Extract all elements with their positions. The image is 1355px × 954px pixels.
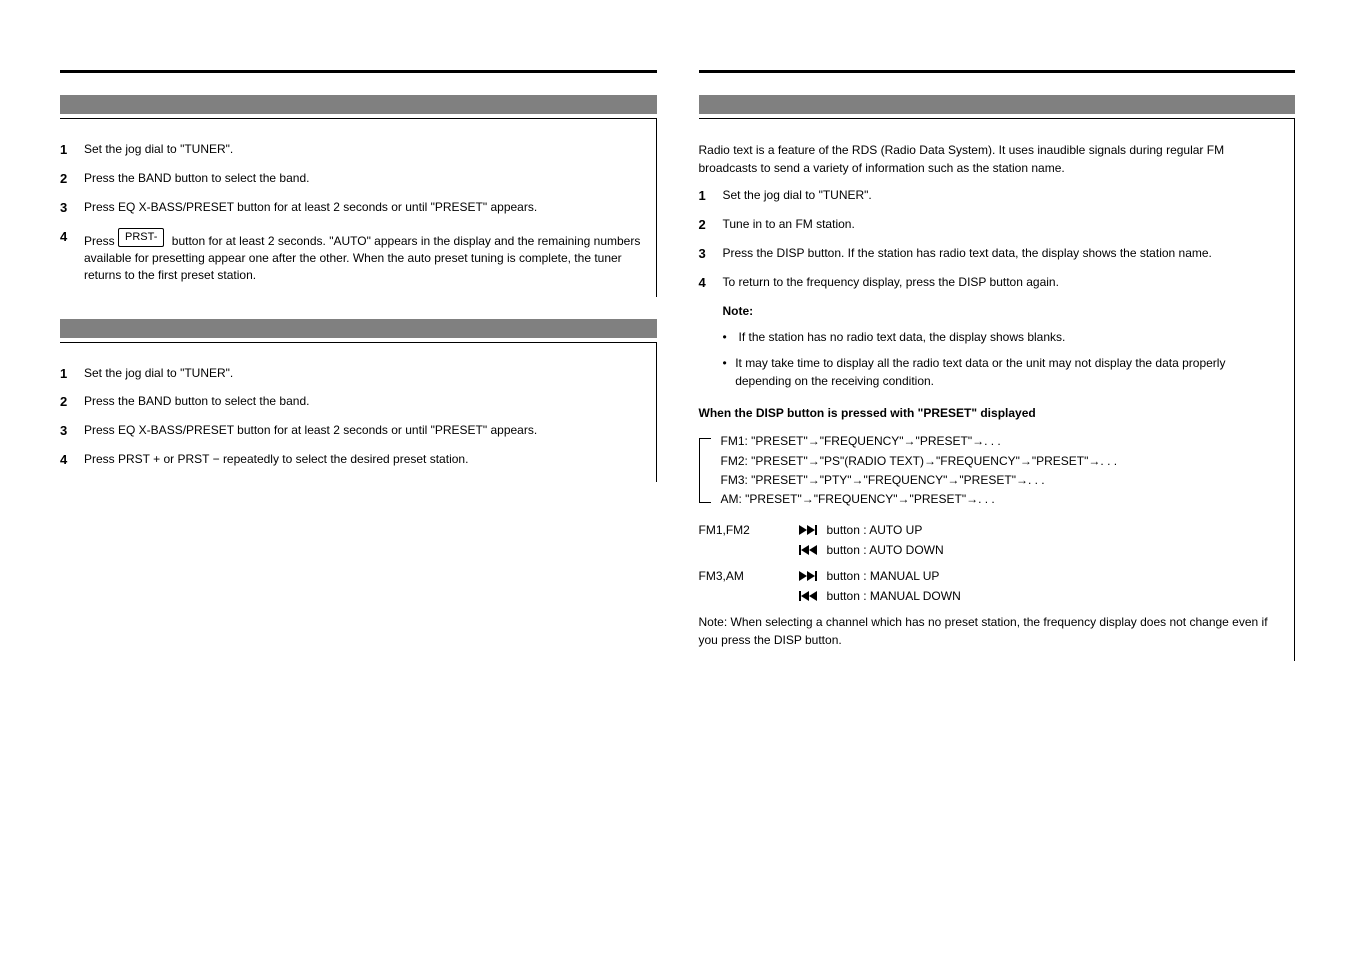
left-s1-step2: 2 Press the BAND button to select the ba… — [60, 170, 646, 189]
step-text: Set the jog dial to "TUNER". — [723, 187, 1285, 204]
note-bullet2: • It may take time to display all the ra… — [699, 354, 1285, 390]
bracket-row-fm1: FM1: "PRESET"→"FREQUENCY"→"PRESET"→. . . — [721, 432, 1285, 451]
text-after: button for at least 2 seconds. "AUTO" ap… — [84, 233, 640, 282]
left-s2-step1: 1 Set the jog dial to "TUNER". — [60, 365, 646, 384]
step-num: 3 — [699, 245, 723, 264]
step-text: Press PRST + or PRST − repeatedly to sel… — [84, 451, 646, 468]
step-text: Press the DISP button. If the station ha… — [723, 245, 1285, 262]
step-text: Press PRST- button for at least 2 second… — [84, 228, 646, 285]
intro-text: Radio text is a feature of the RDS (Radi… — [699, 141, 1285, 177]
right-step2: 2 Tune in to an FM station. — [699, 216, 1285, 235]
left-section1-content: 1 Set the jog dial to "TUNER". 2 Press t… — [60, 119, 657, 297]
skip-forward-icon — [799, 525, 827, 535]
left-s2-step2: 2 Press the BAND button to select the ba… — [60, 393, 646, 412]
skip-back-icon — [799, 545, 827, 555]
skip-text3: button : MANUAL UP — [827, 567, 940, 585]
left-section2-bar — [60, 319, 657, 338]
note-box-text: When selecting a channel which has no pr… — [699, 615, 1268, 647]
step-num: 3 — [60, 422, 84, 441]
step-num: 2 — [60, 170, 84, 189]
step-text: Press EQ X-BASS/PRESET button for at lea… — [84, 422, 646, 439]
note-text2: It may take time to display all the radi… — [735, 354, 1284, 390]
left-section2-content: 1 Set the jog dial to "TUNER". 2 Press t… — [60, 343, 657, 482]
top-rule-right — [699, 70, 1296, 73]
left-column: 1 Set the jog dial to "TUNER". 2 Press t… — [60, 70, 657, 661]
right-section-content: Radio text is a feature of the RDS (Radi… — [699, 119, 1296, 661]
skip-row4: button : MANUAL DOWN — [699, 587, 1285, 605]
skip-back-icon — [799, 591, 827, 601]
right-step1: 1 Set the jog dial to "TUNER". — [699, 187, 1285, 206]
left-s2-step3: 3 Press EQ X-BASS/PRESET button for at l… — [60, 422, 646, 441]
skip-lead1: FM1,FM2 — [699, 521, 799, 539]
left-s2-step4: 4 Press PRST + or PRST − repeatedly to s… — [60, 451, 646, 470]
bracket-title: When the DISP button is pressed with "PR… — [699, 404, 1285, 422]
step-num: 3 — [60, 199, 84, 218]
bracket-row-am: AM: "PRESET"→"FREQUENCY"→"PRESET"→. . . — [721, 490, 1285, 509]
note-label: Note: — [699, 302, 1285, 320]
left-s1-step1: 1 Set the jog dial to "TUNER". — [60, 141, 646, 160]
step-num: 2 — [60, 393, 84, 412]
top-rule-left — [60, 70, 657, 73]
note-box-label: Note: — [699, 615, 728, 629]
skip-text1: button : AUTO UP — [827, 521, 923, 539]
step-num: 1 — [60, 365, 84, 384]
skip-row3: FM3,AM button : MANUAL UP — [699, 567, 1285, 585]
step-num: 4 — [60, 451, 84, 470]
skip-text2: button : AUTO DOWN — [827, 541, 944, 559]
right-step3: 3 Press the DISP button. If the station … — [699, 245, 1285, 264]
right-step4: 4 To return to the frequency display, pr… — [699, 274, 1285, 293]
step-num: 1 — [699, 187, 723, 206]
note-word: Note: — [723, 304, 754, 318]
note-box: Note: When selecting a channel which has… — [699, 613, 1285, 649]
prst-box: PRST- — [118, 228, 164, 248]
step-num: 1 — [60, 141, 84, 160]
left-s1-step4: 4 Press PRST- button for at least 2 seco… — [60, 228, 646, 285]
bullet-dot: • — [723, 328, 739, 346]
text-before: Press — [84, 233, 115, 247]
note-bullet1: • If the station has no radio text data,… — [699, 328, 1285, 346]
step-text: To return to the frequency display, pres… — [723, 274, 1285, 291]
note-text1: If the station has no radio text data, t… — [739, 328, 1066, 346]
skip-forward-icon — [799, 571, 827, 581]
skip-text4: button : MANUAL DOWN — [827, 587, 961, 605]
step-text: Tune in to an FM station. — [723, 216, 1285, 233]
skip-lead3: FM3,AM — [699, 567, 799, 585]
bracket-list: FM1: "PRESET"→"FREQUENCY"→"PRESET"→. . .… — [699, 432, 1285, 509]
step-num: 4 — [60, 228, 84, 247]
step-text: Press the BAND button to select the band… — [84, 170, 646, 187]
bracket-group: FM1: "PRESET"→"FREQUENCY"→"PRESET"→. . .… — [699, 432, 1285, 509]
bracket-row-fm2: FM2: "PRESET"→"PS"(RADIO TEXT)→"FREQUENC… — [721, 452, 1285, 471]
left-section1-bar — [60, 95, 657, 114]
step-text: Set the jog dial to "TUNER". — [84, 365, 646, 382]
skip-row2: button : AUTO DOWN — [699, 541, 1285, 559]
bracket-row-fm3: FM3: "PRESET"→"PTY"→"FREQUENCY"→"PRESET"… — [721, 471, 1285, 490]
right-column: Radio text is a feature of the RDS (Radi… — [699, 70, 1296, 661]
left-s1-step3: 3 Press EQ X-BASS/PRESET button for at l… — [60, 199, 646, 218]
bullet-dot: • — [723, 354, 736, 390]
step-text: Press EQ X-BASS/PRESET button for at lea… — [84, 199, 646, 216]
skip-row1: FM1,FM2 button : AUTO UP — [699, 521, 1285, 539]
step-text: Press the BAND button to select the band… — [84, 393, 646, 410]
bracket-icon — [699, 438, 711, 503]
step-num: 2 — [699, 216, 723, 235]
step-text: Set the jog dial to "TUNER". — [84, 141, 646, 158]
right-section-bar — [699, 95, 1296, 114]
step-num: 4 — [699, 274, 723, 293]
